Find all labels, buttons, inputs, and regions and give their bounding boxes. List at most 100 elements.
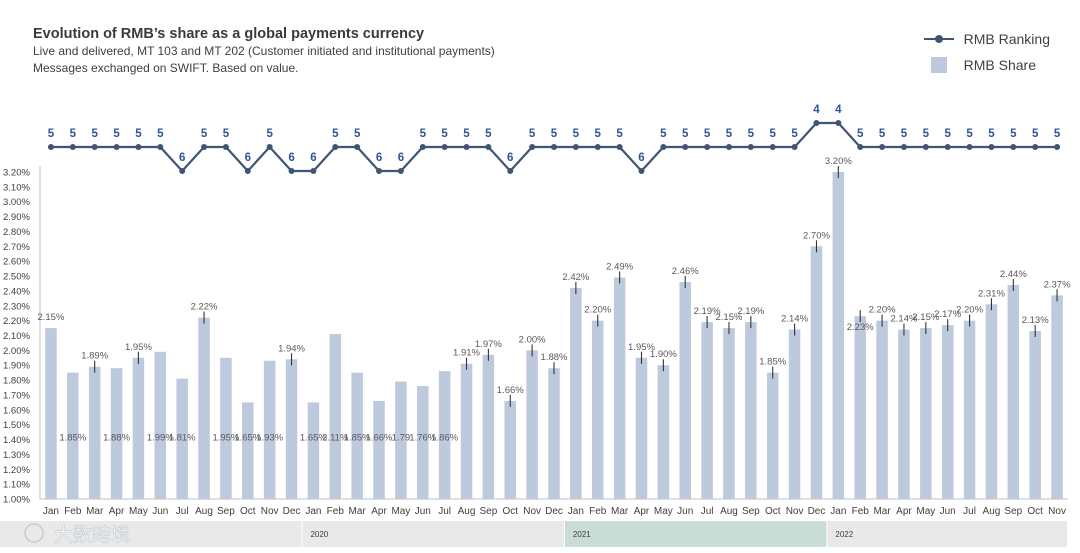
ranking-label: 5 (966, 128, 973, 140)
y-tick-label: 2.80% (3, 227, 30, 238)
y-tick-label: 1.80% (3, 376, 30, 387)
x-tick-label: Jul (963, 506, 976, 517)
bar-value-label: 1.97% (475, 339, 502, 350)
bar (132, 357, 145, 499)
ranking-marker (441, 144, 448, 150)
x-tick-label: Sep (742, 506, 760, 517)
bar-value-label: 1.89% (81, 351, 108, 362)
ranking-marker (266, 144, 273, 150)
x-tick-label: Apr (371, 506, 387, 517)
bar-value-label: 2.11% (322, 433, 349, 444)
bar-value-label: 2.22% (191, 302, 218, 313)
y-tick-label: 3.00% (3, 197, 30, 208)
ranking-label: 5 (791, 128, 798, 140)
ranking-label: 4 (835, 104, 842, 116)
y-tick-label: 3.10% (3, 182, 30, 193)
ranking-marker (463, 144, 470, 150)
x-tick-label: Aug (195, 506, 213, 517)
bar-value-label: 2.14% (781, 314, 808, 325)
x-tick-label: Dec (283, 506, 301, 517)
year-band (827, 521, 1067, 547)
x-tick-label: Dec (545, 506, 563, 517)
ranking-label: 5 (332, 128, 339, 140)
ranking-marker (638, 168, 645, 174)
ranking-marker (201, 144, 208, 150)
bar (504, 400, 517, 499)
bar (591, 320, 604, 499)
ranking-marker (922, 144, 929, 150)
ranking-marker (900, 144, 907, 150)
chart-subtitle-2: Messages exchanged on SWIFT. Based on va… (33, 61, 299, 75)
ranking-label: 5 (48, 128, 55, 140)
bar (285, 359, 298, 499)
bar-value-label: 2.70% (803, 230, 830, 241)
bar (657, 365, 670, 499)
bar-value-label: 3.20% (825, 156, 852, 167)
x-tick-label: Apr (896, 506, 912, 517)
x-tick-label: Sep (479, 506, 497, 517)
bar-value-label: 1.85% (344, 433, 371, 444)
ranking-label: 6 (638, 152, 644, 164)
ranking-label: 6 (288, 152, 294, 164)
ranking-label: 5 (682, 128, 689, 140)
bar (1051, 295, 1063, 499)
bar (832, 172, 845, 499)
ranking-marker (944, 144, 951, 150)
x-tick-label: Aug (720, 506, 738, 517)
ranking-marker (857, 144, 864, 150)
bar (88, 366, 101, 499)
x-tick-label: Apr (634, 506, 650, 517)
bar (745, 322, 757, 499)
bar-value-label: 2.15% (912, 312, 939, 323)
ranking-label: 5 (223, 128, 230, 140)
ranking-label: 5 (266, 128, 273, 140)
bar (635, 357, 648, 499)
legend-bar-swatch-icon (930, 57, 947, 73)
ranking-marker (529, 144, 536, 150)
x-tick-label: Dec (808, 506, 826, 517)
y-tick-label: 1.20% (3, 465, 30, 476)
ranking-label: 5 (726, 128, 733, 140)
bar (941, 325, 954, 499)
bar-value-label: 2.20% (584, 305, 611, 316)
legend-share: RMB Share (924, 52, 1050, 78)
ranking-marker (813, 120, 820, 126)
ranking-label: 5 (748, 128, 755, 140)
x-tick-label: Jan (568, 506, 584, 517)
x-tick-label: Jan (830, 506, 846, 517)
y-tick-label: 1.60% (3, 405, 30, 416)
bar-value-label: 1.88% (541, 352, 568, 363)
x-tick-label: Apr (109, 506, 125, 517)
bar-value-label: 2.49% (606, 262, 633, 273)
y-tick-label: 2.60% (3, 257, 30, 268)
x-tick-label: Jul (438, 506, 451, 517)
bar-value-label: 1.90% (650, 349, 677, 360)
bar-value-label: 2.19% (737, 306, 764, 317)
y-tick-label: 1.30% (3, 450, 30, 461)
bar-value-label: 1.91% (453, 348, 480, 359)
y-tick-label: 2.70% (3, 242, 30, 253)
ranking-marker (507, 168, 514, 174)
bar (1007, 284, 1020, 499)
ranking-marker (551, 144, 557, 150)
bar (876, 320, 888, 499)
bar-value-label: 2.19% (694, 306, 721, 317)
bar-value-label: 2.37% (1044, 279, 1071, 290)
ranking-label: 5 (901, 128, 908, 140)
bar-value-label: 1.88% (103, 433, 130, 444)
bar (263, 360, 276, 499)
bar-value-label: 2.44% (1000, 269, 1027, 280)
bar (373, 400, 385, 499)
x-tick-label: Mar (349, 506, 367, 517)
ranking-marker (310, 168, 317, 174)
ranking-label: 5 (1010, 128, 1017, 140)
y-tick-label: 1.00% (3, 495, 30, 506)
bar (438, 371, 451, 499)
bar (242, 402, 254, 499)
x-tick-label: Feb (327, 506, 345, 517)
ranking-marker (572, 144, 579, 150)
bar-value-label: 2.20% (869, 305, 896, 316)
ranking-label: 5 (1054, 128, 1061, 140)
bar (154, 351, 167, 499)
bar-value-label: 1.65% (234, 433, 261, 444)
